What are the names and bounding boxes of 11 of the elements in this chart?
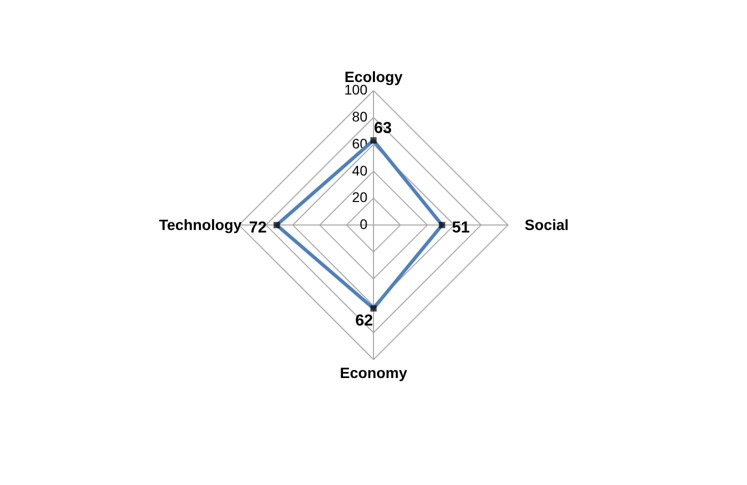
spoke-label: Economy (340, 364, 408, 382)
spoke-label: Technology (158, 217, 242, 234)
data-label: 51 (452, 220, 470, 237)
data-label: 62 (355, 312, 374, 330)
y-tick-label: 20 (352, 189, 368, 206)
spoke-label: Social (524, 217, 569, 234)
y-tick-label: 80 (352, 108, 368, 124)
y-tick-label: 0 (360, 216, 368, 232)
data-label: 63 (374, 120, 392, 138)
y-tick-label: 40 (352, 162, 368, 178)
data-label: 72 (249, 220, 267, 237)
